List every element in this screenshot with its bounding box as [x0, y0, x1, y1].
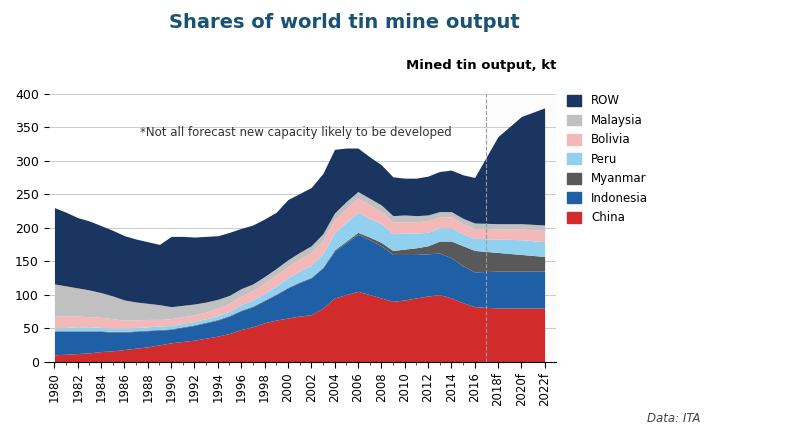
Bar [486, 94, 556, 362]
Text: Data: ITA: Data: ITA [646, 412, 700, 425]
Text: *Not all forecast new capacity likely to be developed: *Not all forecast new capacity likely to… [140, 126, 452, 139]
Legend: ROW, Malaysia, Bolivia, Peru, Myanmar, Indonesia, China: ROW, Malaysia, Bolivia, Peru, Myanmar, I… [567, 94, 648, 224]
Text: Mined tin output, kt: Mined tin output, kt [406, 59, 556, 72]
Text: Shares of world tin mine output: Shares of world tin mine output [169, 13, 519, 32]
